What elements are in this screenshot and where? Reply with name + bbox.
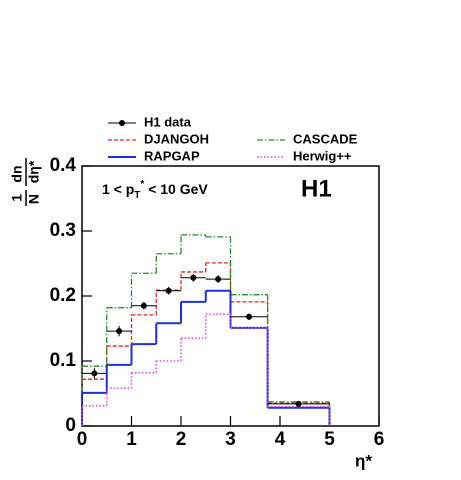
y-label-den: dη*: [26, 160, 42, 183]
y-label-num: 1: [9, 194, 25, 202]
y-tick-label: 0.1: [50, 350, 77, 371]
data-point: [140, 302, 147, 309]
x-tick-label: 5: [324, 429, 335, 450]
legend-label: Herwig++: [293, 148, 352, 163]
data-point: [215, 276, 222, 283]
annotation-sup: *: [140, 179, 144, 190]
legend-label: DJANGOH: [144, 131, 209, 146]
y-tick-label: 0.3: [50, 220, 76, 241]
legend-label: RAPGAP: [144, 148, 200, 163]
legend-label: CASCADE: [293, 131, 358, 146]
x-tick-label: 0: [77, 429, 88, 450]
x-tick-label: 4: [275, 429, 286, 450]
data-point: [246, 313, 253, 320]
data-point: [91, 370, 98, 377]
annotation-text: 1 < p: [102, 181, 134, 197]
data-point: [116, 328, 123, 335]
y-tick-label: 0.4: [50, 155, 77, 176]
annotation-sub: T: [134, 190, 140, 201]
annotation-text: < 10 GeV: [144, 181, 208, 197]
legend-swatch: [119, 120, 125, 126]
x-axis-label: η*: [355, 451, 372, 470]
experiment-label: H1: [301, 175, 332, 202]
data-point: [295, 400, 302, 407]
annotation: 1 < pT* < 10 GeV: [102, 179, 208, 201]
x-tick-label: 1: [126, 429, 137, 450]
y-label-den: N: [26, 194, 42, 204]
y-tick-label: 0.2: [50, 285, 76, 306]
x-tick-label: 2: [176, 429, 187, 450]
data-point: [165, 287, 172, 294]
data-point: [190, 274, 197, 281]
y-axis-label: 1 N dn dη*: [9, 158, 42, 206]
y-tick-label: 0: [65, 415, 76, 436]
legend: H1 data DJANGOH CASCADE RAPGAP Herwig++: [108, 114, 358, 163]
legend-label: H1 data: [144, 114, 192, 129]
y-label-num: dn: [9, 165, 25, 182]
x-tick-label: 6: [374, 429, 385, 450]
x-tick-label: 3: [225, 429, 236, 450]
